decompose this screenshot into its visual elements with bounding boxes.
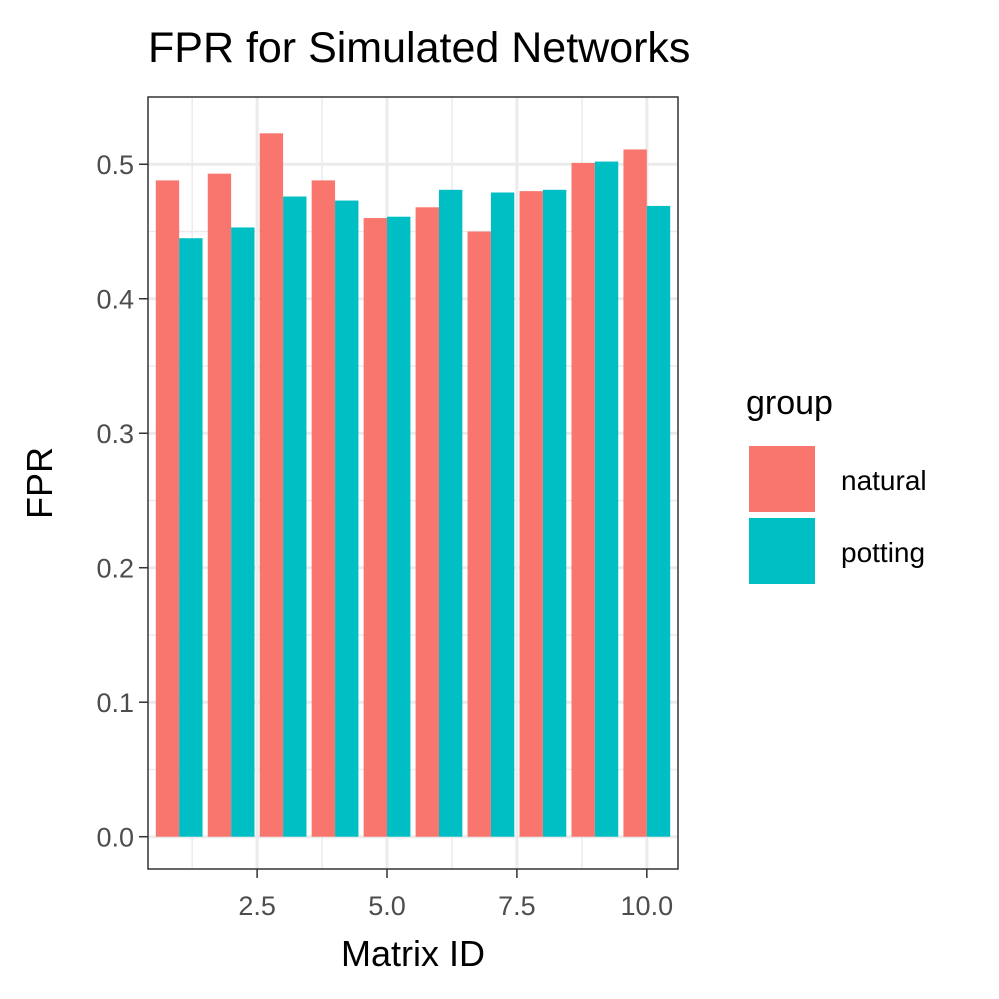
bar-natural <box>363 218 388 837</box>
y-tick-label: 0.4 <box>96 285 134 315</box>
bar-natural <box>259 133 284 837</box>
x-tick-label: 10.0 <box>621 891 674 921</box>
legend-title: group <box>746 384 833 422</box>
y-tick-label: 0.3 <box>96 419 134 449</box>
bar-potting <box>490 192 515 837</box>
bar-natural <box>207 173 232 837</box>
bar-natural <box>415 207 439 837</box>
x-tick-label: 5.0 <box>368 891 406 921</box>
y-axis: 0.0 0.1 0.2 0.3 0.4 0.5 <box>96 150 148 853</box>
legend-label-potting: potting <box>841 537 925 568</box>
y-tick-label: 0.1 <box>96 688 134 718</box>
bar-natural <box>519 191 543 837</box>
chart-title: FPR for Simulated Networks <box>148 24 690 72</box>
legend-key-potting <box>749 518 815 584</box>
y-tick-label: 0.0 <box>96 823 134 853</box>
bar-natural <box>155 180 180 837</box>
legend: group natural potting <box>746 384 927 584</box>
x-axis-title: Matrix ID <box>341 933 485 974</box>
plot-panel-border <box>147 96 679 870</box>
x-tick-label: 2.5 <box>238 891 276 921</box>
bar-potting <box>542 189 567 837</box>
bar-potting <box>179 238 203 837</box>
y-tick-label: 0.2 <box>96 554 134 584</box>
bar-potting <box>231 227 255 837</box>
bar-natural <box>623 149 647 837</box>
x-axis: 2.5 5.0 7.5 10.0 <box>238 869 673 921</box>
bar-potting <box>335 200 359 837</box>
bar-potting <box>387 216 411 837</box>
x-tick-label: 7.5 <box>498 891 536 921</box>
bars-layer <box>155 133 671 837</box>
bar-natural <box>467 231 491 837</box>
bar-natural <box>571 162 595 837</box>
legend-key-natural <box>749 446 815 512</box>
legend-label-natural: natural <box>841 465 927 496</box>
bar-potting <box>283 196 307 837</box>
bar-natural <box>311 180 336 837</box>
y-axis-title: FPR <box>19 447 60 519</box>
y-tick-label: 0.5 <box>96 150 134 180</box>
bar-potting <box>438 189 463 837</box>
bar-potting <box>594 161 619 837</box>
bar-potting <box>646 205 671 837</box>
